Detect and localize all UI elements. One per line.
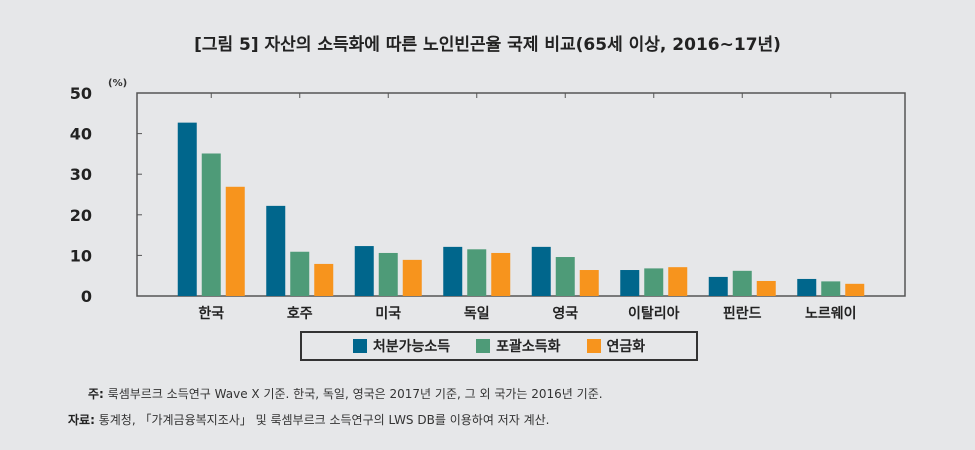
bar <box>491 252 511 296</box>
y-tick-label: 10 <box>70 246 92 265</box>
chart-title: [그림 5] 자산의 소득화에 따른 노인빈곤율 국제 비교(65세 이상, 2… <box>194 35 781 55</box>
legend-swatch <box>352 339 367 353</box>
legend: 처분가능소득 포괄소득화 연금화 <box>300 331 698 361</box>
bar <box>354 246 374 296</box>
bar <box>314 263 334 296</box>
note-text: 룩셈부르크 소득연구 Wave X 기준. 한국, 독일, 영국은 2017년 … <box>107 387 603 401</box>
legend-label: 처분가능소득 <box>372 339 451 355</box>
bar <box>708 276 728 296</box>
bar <box>579 270 599 296</box>
bar <box>378 252 398 296</box>
source-text: 통계청, 「가계금융복지조사」 및 룩셈부르크 소득연구의 LWS DB를 이용… <box>98 413 550 427</box>
legend-label: 포괄소득화 <box>496 339 561 355</box>
x-tick-label: 노르웨이 <box>805 305 857 322</box>
x-tick-label: 호주 <box>287 306 313 322</box>
bar <box>201 153 221 296</box>
x-tick-label: 독일 <box>464 306 490 322</box>
y-axis-unit: (%) <box>108 78 127 89</box>
bar <box>467 249 487 296</box>
legend-item: 포괄소득화 <box>476 336 561 356</box>
legend-swatch <box>476 339 491 353</box>
bar <box>644 268 664 296</box>
x-tick-label: 이탈리아 <box>628 305 680 322</box>
legend-swatch <box>586 339 601 353</box>
bar <box>668 267 688 296</box>
bar <box>531 246 551 296</box>
bar <box>555 257 575 296</box>
legend-item: 연금화 <box>586 336 646 356</box>
plot-frame <box>136 92 906 297</box>
bar <box>845 283 865 296</box>
bar <box>797 278 817 296</box>
bar <box>177 122 197 296</box>
legend-label: 연금화 <box>606 339 646 355</box>
y-tick-label: 20 <box>70 206 92 225</box>
note-label: 주: <box>88 387 104 401</box>
bar <box>402 259 422 296</box>
source-label: 자료: <box>68 413 95 427</box>
bar <box>290 251 310 296</box>
bar <box>821 281 841 296</box>
bar <box>225 186 245 296</box>
bar <box>266 205 286 296</box>
source: 자료: 통계청, 「가계금융복지조사」 및 룩셈부르크 소득연구의 LWS DB… <box>68 411 549 428</box>
legend-item: 처분가능소득 <box>352 336 451 356</box>
bar <box>620 270 640 296</box>
y-tick-label: 40 <box>70 125 92 144</box>
y-tick-label: 0 <box>81 287 92 306</box>
y-tick-label: 30 <box>70 165 92 184</box>
bar <box>443 246 463 296</box>
footnote: 주: 룩셈부르크 소득연구 Wave X 기준. 한국, 독일, 영국은 201… <box>88 385 603 402</box>
x-tick-label: 한국 <box>198 306 224 322</box>
x-tick-label: 핀란드 <box>723 305 762 322</box>
x-tick-label: 미국 <box>375 306 401 322</box>
y-tick-label: 50 <box>70 84 92 103</box>
x-tick-label: 영국 <box>552 305 578 322</box>
bar <box>732 270 752 296</box>
bar <box>756 280 776 296</box>
